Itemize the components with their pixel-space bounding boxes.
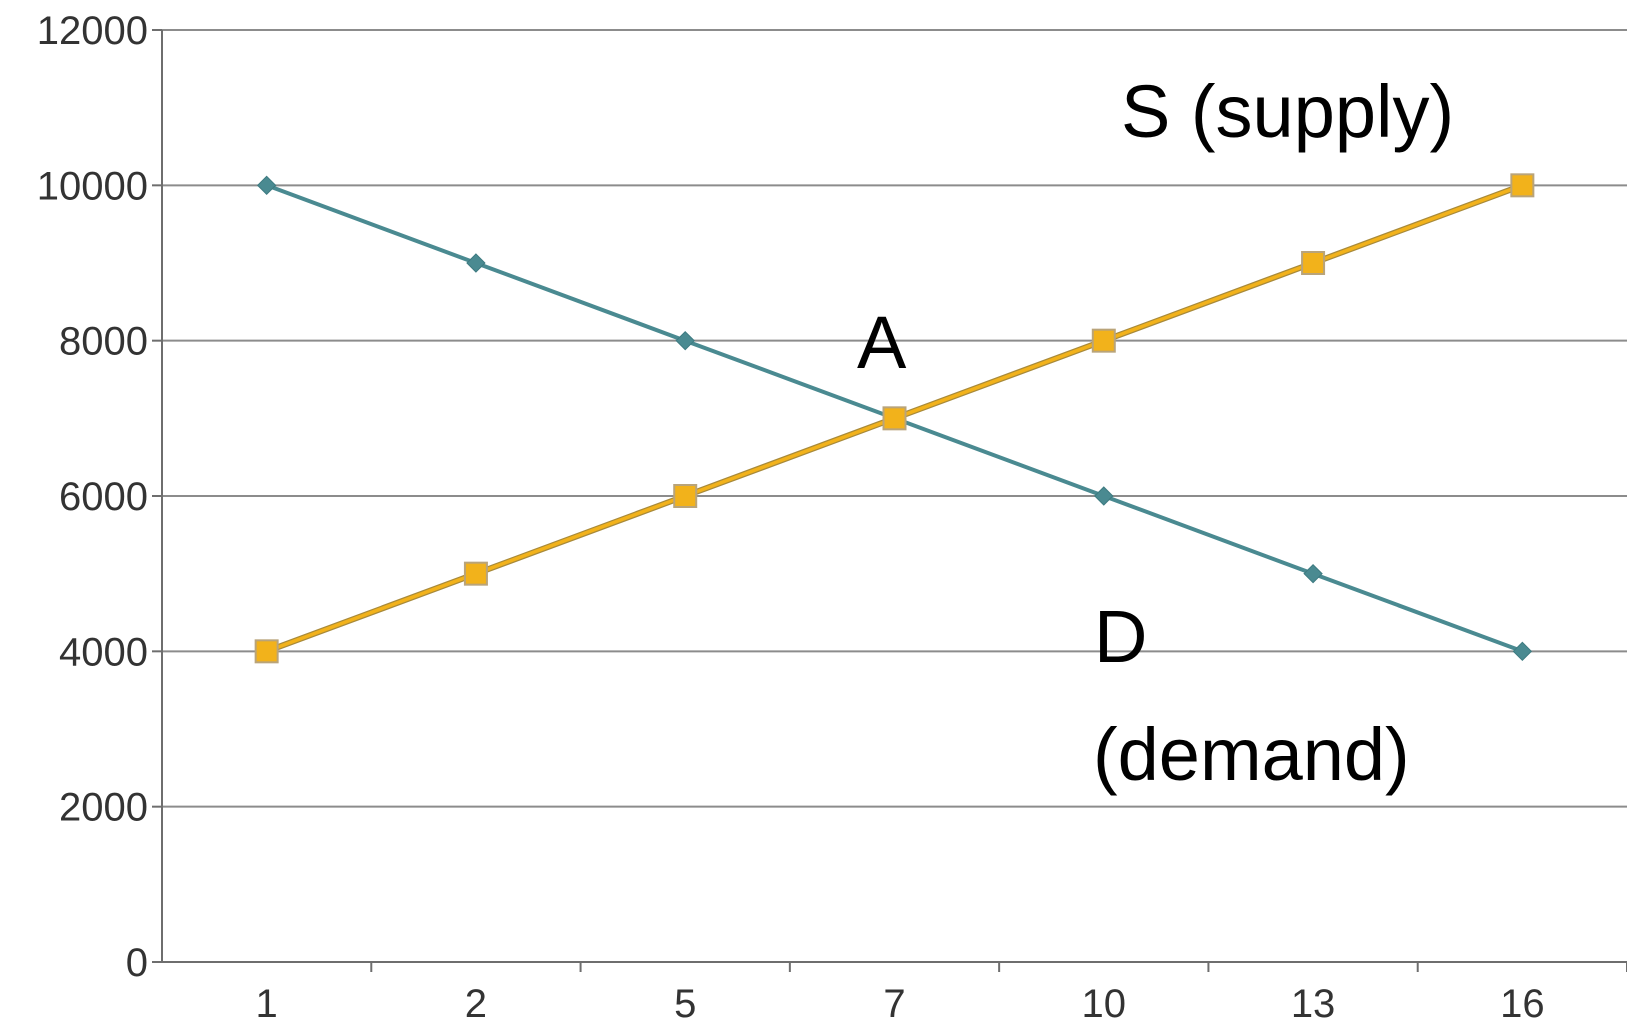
y-tick-label: 4000	[59, 630, 148, 674]
x-tick-label: 7	[883, 982, 905, 1024]
y-tick-label: 8000	[59, 320, 148, 364]
y-tick-label: 6000	[59, 475, 148, 519]
x-tick-label: 10	[1082, 982, 1127, 1024]
square-marker	[254, 639, 279, 664]
diamond-marker	[256, 175, 277, 196]
series-lines	[254, 173, 1535, 664]
diamond-marker	[1094, 486, 1114, 506]
y-tick-label: 0	[126, 941, 148, 985]
square-marker	[1301, 251, 1326, 275]
square-marker	[882, 406, 907, 431]
square-marker	[673, 484, 698, 508]
equilibrium-point-label: A	[857, 301, 907, 384]
square-marker	[463, 561, 488, 586]
square-marker	[1091, 328, 1116, 353]
tick-labels: 0 2000 4000 6000 8000 10000 12000 1 2 5 7 10 13 16	[37, 9, 1545, 1024]
x-tick-label: 1	[256, 982, 278, 1024]
y-tick-label: 2000	[59, 786, 148, 830]
y-tick-label: 12000	[37, 9, 148, 53]
x-tick-label: 5	[674, 982, 696, 1024]
supply-label: S (supply)	[1121, 70, 1454, 153]
gridlines	[162, 29, 1627, 808]
x-tick-label: 16	[1500, 982, 1545, 1024]
demand-label-sub: (demand)	[1093, 713, 1410, 796]
diamond-marker	[466, 253, 486, 273]
axes	[152, 29, 1627, 972]
x-tick-label: 13	[1291, 982, 1336, 1024]
diamond-marker	[1303, 563, 1323, 584]
diamond-marker	[1512, 641, 1533, 662]
demand-label: D	[1094, 595, 1147, 678]
x-tick-label: 2	[465, 982, 487, 1024]
y-tick-label: 10000	[37, 164, 148, 208]
series-1	[254, 173, 1535, 664]
square-marker	[1510, 173, 1535, 198]
diamond-marker	[675, 330, 695, 351]
